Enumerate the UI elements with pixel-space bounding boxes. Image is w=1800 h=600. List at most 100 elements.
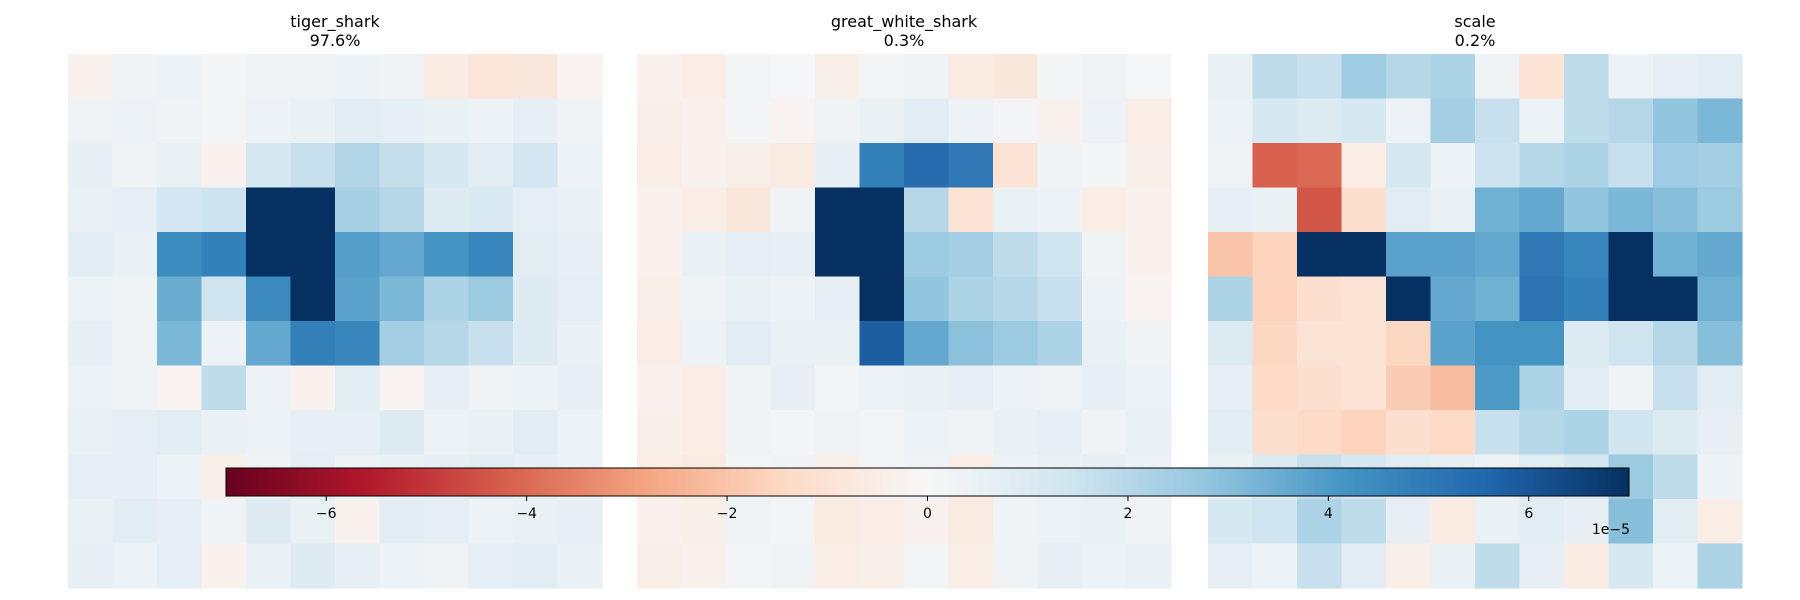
heatmap-cell xyxy=(1082,276,1128,322)
heatmap-cell xyxy=(1386,543,1432,589)
heatmap-cell xyxy=(1564,187,1610,233)
heatmap-cell xyxy=(513,365,559,411)
heatmap-cell xyxy=(1430,54,1476,100)
heatmap-cell xyxy=(1608,98,1654,144)
heatmap-cell xyxy=(993,276,1039,322)
panel-title-label: great_white_shark xyxy=(831,12,978,32)
heatmap-cell xyxy=(948,321,994,367)
heatmap-cell xyxy=(557,54,603,100)
heatmap-cell xyxy=(157,499,203,545)
heatmap-cell xyxy=(557,543,603,589)
heatmap-cell xyxy=(112,410,158,456)
heatmap-cell xyxy=(1341,187,1387,233)
heatmap-cell xyxy=(1653,276,1699,322)
heatmap-cell xyxy=(1519,365,1565,411)
heatmap-cell xyxy=(1082,187,1128,233)
heatmap-cell xyxy=(157,232,203,278)
heatmap-cell xyxy=(1252,499,1298,545)
heatmap-cell xyxy=(201,187,247,233)
heatmap-cell xyxy=(637,543,683,589)
heatmap-cell xyxy=(1430,543,1476,589)
heatmap-cell xyxy=(1082,98,1128,144)
heatmap-cell xyxy=(424,499,470,545)
heatmap-cell xyxy=(1475,187,1521,233)
heatmap-cell xyxy=(557,187,603,233)
heatmap-cell xyxy=(1126,365,1172,411)
heatmap-cell xyxy=(1608,410,1654,456)
heatmap-cell xyxy=(424,187,470,233)
heatmap-cell xyxy=(68,143,114,189)
heatmap-cell xyxy=(1082,232,1128,278)
heatmap-cell xyxy=(1208,543,1254,589)
heatmap-cell xyxy=(1697,321,1743,367)
heatmap-cell xyxy=(468,98,514,144)
heatmap-cell xyxy=(379,143,425,189)
heatmap-cell xyxy=(1653,143,1699,189)
heatmap-cell xyxy=(1386,321,1432,367)
heatmap-cell xyxy=(859,365,905,411)
colorbar-tick-label: 2 xyxy=(1123,506,1132,522)
colorbar-tick-label: 6 xyxy=(1524,506,1533,522)
heatmap-cell xyxy=(1037,543,1083,589)
colorbar-offset-label: 1e−5 xyxy=(1592,522,1630,538)
heatmap-cell xyxy=(1252,187,1298,233)
heatmap-cell xyxy=(904,143,950,189)
heatmap-cell xyxy=(993,365,1039,411)
heatmap-cell xyxy=(290,232,336,278)
heatmap-cell xyxy=(1697,98,1743,144)
heatmap-cell xyxy=(1297,410,1343,456)
heatmap-cell xyxy=(201,54,247,100)
heatmap-cell xyxy=(1037,365,1083,411)
heatmap-cell xyxy=(948,543,994,589)
heatmap-cell xyxy=(379,54,425,100)
heatmap-cell xyxy=(112,499,158,545)
heatmap-cell xyxy=(1297,499,1343,545)
panel-title-score: 0.2% xyxy=(1455,31,1496,50)
heatmap-cell xyxy=(948,232,994,278)
heatmap-cell xyxy=(1341,232,1387,278)
heatmap-cell xyxy=(1697,232,1743,278)
colorbar-tick-label: −2 xyxy=(717,506,738,522)
heatmap-cell xyxy=(1475,98,1521,144)
heatmap-cell xyxy=(1341,98,1387,144)
heatmap-cell xyxy=(1126,54,1172,100)
heatmap-cell xyxy=(246,98,292,144)
heatmap-cell xyxy=(1386,232,1432,278)
heatmap-cell xyxy=(290,365,336,411)
heatmap-cell xyxy=(1341,410,1387,456)
heatmap-cell xyxy=(246,143,292,189)
heatmap-cell xyxy=(993,321,1039,367)
heatmap-cell xyxy=(335,543,381,589)
heatmap-cell xyxy=(1037,143,1083,189)
heatmap-cell xyxy=(993,98,1039,144)
heatmap-cell xyxy=(815,410,861,456)
heatmap-cell xyxy=(770,54,816,100)
colorbar-gradient xyxy=(225,467,1630,497)
heatmap-cell xyxy=(290,54,336,100)
heatmap-cell xyxy=(770,187,816,233)
heatmap-cell xyxy=(770,232,816,278)
heatmap-cell xyxy=(68,232,114,278)
heatmap-cell xyxy=(1430,321,1476,367)
heatmap-cell xyxy=(904,543,950,589)
colorbar-tick-label: −6 xyxy=(316,506,337,522)
heatmap-cell xyxy=(1208,143,1254,189)
heatmap-cell xyxy=(1126,187,1172,233)
heatmap-cell xyxy=(859,187,905,233)
heatmap-cell xyxy=(1564,232,1610,278)
heatmap-cell xyxy=(201,499,247,545)
heatmap-cell xyxy=(1297,98,1343,144)
heatmap-cell xyxy=(1297,321,1343,367)
heatmap-cell xyxy=(557,499,603,545)
heatmap-cell xyxy=(468,543,514,589)
heatmap-cell xyxy=(948,187,994,233)
heatmap-cell xyxy=(993,499,1039,545)
heatmap-cell xyxy=(1653,232,1699,278)
heatmap-cell xyxy=(68,499,114,545)
panel-title-score: 0.3% xyxy=(884,31,925,50)
heatmap-cell xyxy=(770,98,816,144)
heatmap-cell xyxy=(993,187,1039,233)
heatmap-cell xyxy=(290,543,336,589)
heatmap-cell xyxy=(201,543,247,589)
